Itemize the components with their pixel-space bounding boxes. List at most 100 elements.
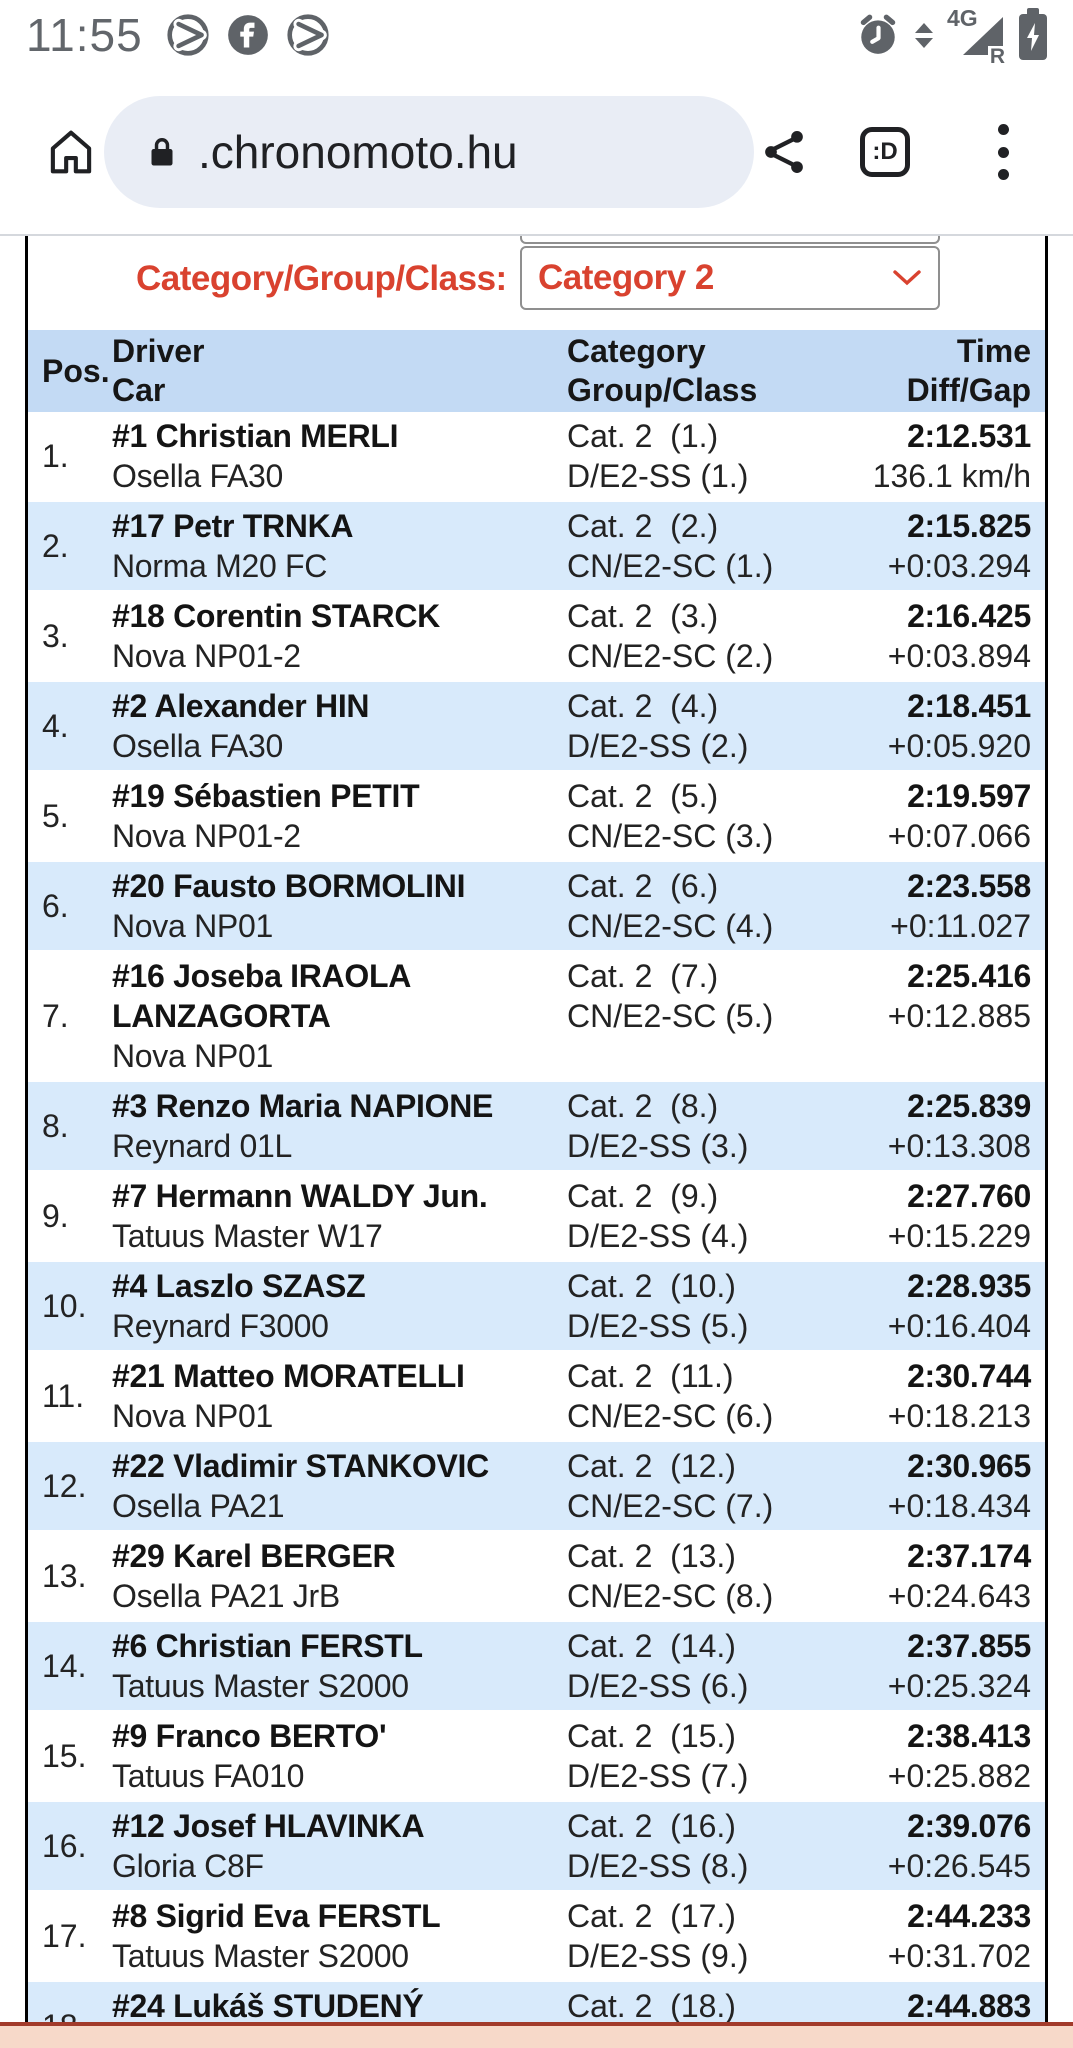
row-class: D/E2-SS (4.) bbox=[567, 1218, 749, 1254]
row-time-diff: 2:15.825 +0:03.294 bbox=[851, 506, 1045, 586]
row-car: Norma M20 FC bbox=[112, 548, 328, 584]
table-row: 17. #8 Sigrid Eva FERSTL Tatuus Master S… bbox=[28, 1890, 1045, 1980]
row-driver-car: #8 Sigrid Eva FERSTL Tatuus Master S2000 bbox=[112, 1896, 567, 1976]
clipped-select-above[interactable] bbox=[520, 236, 940, 244]
row-time-diff: 2:37.174 +0:24.643 bbox=[851, 1536, 1045, 1616]
row-diff: +0:03.294 bbox=[887, 548, 1031, 584]
row-diff: +0:15.229 bbox=[887, 1218, 1031, 1254]
row-driver-car: #4 Laszlo SZASZ Reynard F3000 bbox=[112, 1266, 567, 1346]
share-button[interactable] bbox=[758, 126, 810, 178]
page-content-frame: Category/Group/Class: Category 2 Pos. Dr… bbox=[25, 236, 1048, 2022]
row-car: Osella FA30 bbox=[112, 458, 284, 494]
row-time-diff: 2:44.233 +0:31.702 bbox=[851, 1896, 1045, 1976]
home-button[interactable] bbox=[42, 123, 100, 181]
row-category: Cat. 2 (11.) bbox=[567, 1358, 734, 1394]
row-time-diff: 2:37.855 +0:25.324 bbox=[851, 1626, 1045, 1706]
row-category-class: Cat. 2 (4.) D/E2-SS (2.) bbox=[567, 686, 851, 766]
row-diff: +0:05.920 bbox=[887, 728, 1031, 764]
row-class: CN/E2-SC (7.) bbox=[567, 1488, 774, 1524]
row-driver-car: #21 Matteo MORATELLI Nova NP01 bbox=[112, 1356, 567, 1436]
row-time: 2:19.597 bbox=[907, 778, 1031, 814]
row-driver-car: #3 Renzo Maria NAPIONE Reynard 01L bbox=[112, 1086, 567, 1166]
row-pos: 11. bbox=[42, 1378, 85, 1414]
roaming-label: R bbox=[987, 45, 1007, 68]
row-diff: +0:12.885 bbox=[887, 998, 1031, 1034]
row-pos: 10. bbox=[42, 1288, 87, 1324]
row-driver-car: #7 Hermann WALDY Jun. Tatuus Master W17 bbox=[112, 1176, 567, 1256]
tab-switcher-button[interactable]: :D bbox=[860, 127, 910, 177]
row-class: CN/E2-SC (3.) bbox=[567, 818, 774, 854]
row-driver: #12 Josef HLAVINKA bbox=[112, 1808, 425, 1844]
browser-toolbar: .chronomoto.hu :D bbox=[0, 70, 1073, 234]
row-class: D/E2-SS (3.) bbox=[567, 1128, 749, 1164]
row-driver: #24 Lukáš STUDENÝ bbox=[112, 1988, 424, 2022]
row-category-class: Cat. 2 (11.) CN/E2-SC (6.) bbox=[567, 1356, 851, 1436]
signal-4g-roaming-icon: 4G R bbox=[947, 5, 1007, 67]
row-time: 2:37.174 bbox=[907, 1538, 1031, 1574]
row-category: Cat. 2 (17.) bbox=[567, 1898, 736, 1934]
row-pos: 6. bbox=[42, 888, 69, 924]
row-diff: +0:25.324 bbox=[887, 1668, 1031, 1704]
row-category: Cat. 2 (15.) bbox=[567, 1718, 736, 1754]
row-diff: +0:26.545 bbox=[887, 1848, 1031, 1884]
row-time: 2:44.883 bbox=[907, 1988, 1031, 2022]
table-row: 4. #2 Alexander HIN Osella FA30 Cat. 2 (… bbox=[28, 680, 1045, 770]
row-diff: +0:03.894 bbox=[887, 638, 1031, 674]
row-time-diff: 2:18.451 +0:05.920 bbox=[851, 686, 1045, 766]
notification-circle-chevron-icon bbox=[167, 14, 209, 56]
row-time-diff: 2:39.076 +0:26.545 bbox=[851, 1806, 1045, 1886]
row-time: 2:15.825 bbox=[907, 508, 1031, 544]
row-time-diff: 2:25.839 +0:13.308 bbox=[851, 1086, 1045, 1166]
header-category-class: Category Group/Class bbox=[567, 333, 758, 408]
row-car: Nova NP01-2 bbox=[112, 638, 301, 674]
row-time: 2:25.416 bbox=[907, 958, 1031, 994]
row-pos: 5. bbox=[42, 798, 69, 834]
row-pos: 3. bbox=[42, 618, 69, 654]
row-category-class: Cat. 2 (7.) CN/E2-SC (5.) bbox=[567, 956, 851, 1076]
row-driver: #8 Sigrid Eva FERSTL bbox=[112, 1898, 441, 1934]
row-time-diff: 2:25.416 +0:12.885 bbox=[851, 956, 1045, 1076]
results-table: Pos. Driver Car Category Group/Class Tim… bbox=[28, 330, 1045, 2022]
row-time-diff: 2:28.935 +0:16.404 bbox=[851, 1266, 1045, 1346]
row-category-class: Cat. 2 (10.) D/E2-SS (5.) bbox=[567, 1266, 851, 1346]
row-driver: #22 Vladimir STANKOVIC bbox=[112, 1448, 489, 1484]
row-time-diff: 2:16.425 +0:03.894 bbox=[851, 596, 1045, 676]
row-driver-car: #18 Corentin STARCK Nova NP01-2 bbox=[112, 596, 567, 676]
row-pos: 12. bbox=[42, 1468, 87, 1504]
row-time: 2:39.076 bbox=[907, 1808, 1031, 1844]
row-category-class: Cat. 2 (1.) D/E2-SS (1.) bbox=[567, 416, 851, 496]
row-car: Nova NP01 bbox=[112, 1038, 273, 1074]
table-row: 8. #3 Renzo Maria NAPIONE Reynard 01L Ca… bbox=[28, 1080, 1045, 1170]
browser-menu-button[interactable] bbox=[998, 124, 1010, 180]
notification-circle-chevron-icon bbox=[287, 14, 329, 56]
row-category: Cat. 2 (10.) bbox=[567, 1268, 736, 1304]
row-class: D/E2-SS (2.) bbox=[567, 728, 749, 764]
row-category: Cat. 2 (3.) bbox=[567, 598, 719, 634]
row-driver: #18 Corentin STARCK bbox=[112, 598, 440, 634]
category-select[interactable]: Category 2 bbox=[520, 246, 940, 310]
row-class: CN/E2-SC (4.) bbox=[567, 908, 774, 944]
row-driver-car: #17 Petr TRNKA Norma M20 FC bbox=[112, 506, 567, 586]
row-driver: #9 Franco BERTO' bbox=[112, 1718, 387, 1754]
table-row: 1. #1 Christian MERLI Osella FA30 Cat. 2… bbox=[28, 412, 1045, 500]
facebook-notification-icon bbox=[227, 15, 268, 55]
row-driver-car: #19 Sébastien PETIT Nova NP01-2 bbox=[112, 776, 567, 856]
row-pos: 7. bbox=[42, 998, 69, 1034]
row-category: Cat. 2 (7.) bbox=[567, 958, 719, 994]
row-class: D/E2-SS (1.) bbox=[567, 458, 749, 494]
row-category: Cat. 2 (5.) bbox=[567, 778, 719, 814]
row-driver: #1 Christian MERLI bbox=[112, 418, 399, 454]
row-driver-car: #22 Vladimir STANKOVIC Osella PA21 bbox=[112, 1446, 567, 1526]
row-pos: 13. bbox=[42, 1558, 87, 1594]
row-diff: +0:16.404 bbox=[887, 1308, 1031, 1344]
row-category-class: Cat. 2 (17.) D/E2-SS (9.) bbox=[567, 1896, 851, 1976]
row-time: 2:25.839 bbox=[907, 1088, 1031, 1124]
row-driver: #16 Joseba IRAOLA LANZAGORTA bbox=[112, 958, 410, 1034]
row-pos: 15. bbox=[42, 1738, 87, 1774]
url-bar[interactable]: .chronomoto.hu bbox=[104, 96, 754, 208]
row-diff: +0:25.882 bbox=[887, 1758, 1031, 1794]
row-pos: 18. bbox=[28, 1986, 112, 2022]
table-row: 11. #21 Matteo MORATELLI Nova NP01 Cat. … bbox=[28, 1350, 1045, 1440]
row-diff: +0:18.434 bbox=[887, 1488, 1031, 1524]
row-time: 2:23.558 bbox=[907, 868, 1031, 904]
